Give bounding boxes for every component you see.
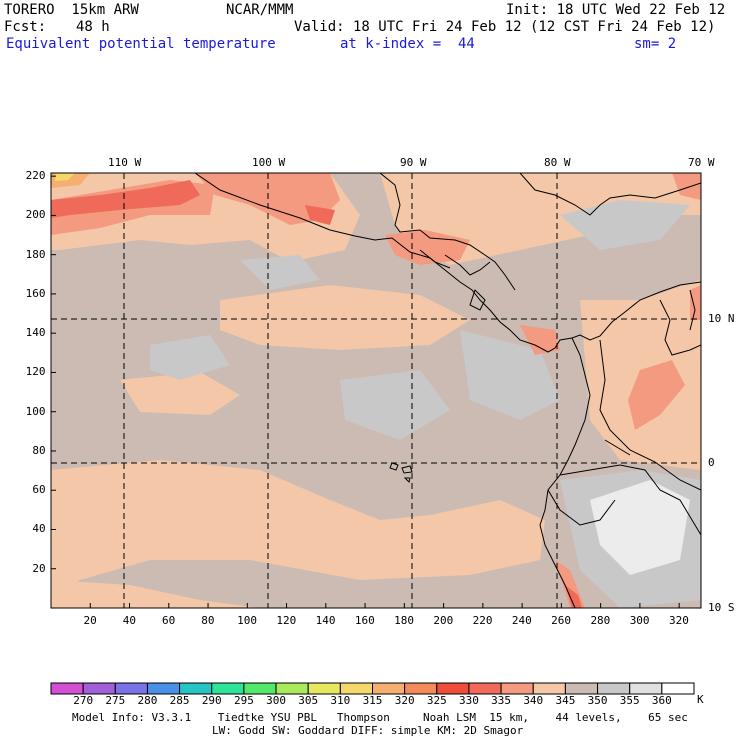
lon-label-100w: 100 W [252,156,286,169]
legend-label: 300 [266,694,286,707]
legend-label: 330 [459,694,479,707]
legend-swatch [82,682,116,695]
y-tick-label: 40 [32,522,46,536]
legend-label: 295 [233,694,254,707]
latlon-grid [51,173,701,608]
x-tick-label: 160 [354,614,375,627]
legend-label: 290 [201,694,222,707]
legend-swatch [307,682,341,695]
legend-label: 270 [73,694,94,707]
y-tick-label: 140 [25,326,46,340]
lon-label-70w: 70 W [688,156,715,169]
legend-swatch [179,682,213,695]
y-tick-label: 220 [25,169,46,183]
model-name: TORERO 15km ARW [4,2,139,18]
plot-frame [50,172,702,609]
y-tick-marks [51,175,56,570]
coastline-lines [194,173,701,608]
theta-e-field [51,173,701,608]
legend-swatch [243,682,277,695]
legend-label: 350 [587,694,608,707]
init-time: Init: 18 UTC Wed 22 Feb 12 [506,2,726,18]
legend-swatch [468,682,502,695]
physics-info: LW: Godd SW: Goddard DIFF: simple KM: 2D… [212,724,524,737]
legend-unit: K [697,693,704,706]
legend-label: 280 [137,694,158,707]
legend-label: 345 [555,694,576,707]
x-tick-label: 120 [276,614,297,627]
y-tick-label: 120 [25,365,46,379]
y-tick-label: 20 [32,561,46,575]
legend-swatch [211,682,245,695]
x-tick-label: 60 [161,614,176,627]
level-info: at k-index = 44 [340,36,475,52]
x-tick-label: 200 [433,614,454,627]
y-tick-label: 200 [25,208,46,222]
y-tick-label: 180 [25,247,46,261]
x-tick-marks [89,603,680,608]
forecast-hour: 48 h [76,19,110,35]
y-tick-label: 160 [25,286,46,300]
x-tick-label: 320 [668,614,689,627]
legend-label: 315 [362,694,383,707]
legend-swatch [50,682,84,695]
x-tick-label: 180 [394,614,414,627]
x-tick-label: 40 [122,614,136,627]
y-tick-label: 80 [32,443,46,457]
legend-swatch [564,682,599,695]
x-tick-label: 100 [237,614,257,627]
x-tick-label: 20 [83,614,97,627]
legend-label: 340 [523,694,544,707]
legend-label: 325 [426,694,447,707]
legend-label: 275 [105,694,126,707]
x-tick-label: 300 [629,614,650,627]
x-tick-label: 240 [511,614,532,627]
legend-label: 320 [394,694,415,707]
lat-label-10s: 10 S [708,601,735,614]
legend-label: 285 [169,694,190,707]
forecast-label: Fcst: [4,19,47,35]
color-legend-bar [50,682,695,695]
x-tick-label: 260 [551,614,572,627]
lat-label-0: 0 [708,456,715,469]
y-tick-label: 60 [32,483,46,497]
legend-swatch [629,682,663,695]
legend-label: 310 [330,694,351,707]
field-name: Equivalent potential temperature [6,36,276,52]
legend-swatch [114,682,148,695]
legend-swatch [339,682,374,695]
lon-label-90w: 90 W [400,156,427,169]
legend-swatch [275,682,309,695]
legend-swatch [500,682,534,695]
legend-swatch [436,682,470,695]
x-tick-label: 220 [472,614,493,627]
x-tick-label: 140 [315,614,336,627]
legend-label: 335 [491,694,512,707]
legend-label: 355 [619,694,640,707]
legend-swatch [372,682,406,695]
x-tick-label: 80 [201,614,215,627]
lon-label-80w: 80 W [544,156,571,169]
lon-label-110w: 110 W [108,156,142,169]
legend-swatch [532,682,566,695]
legend-label: 360 [651,694,672,707]
legend-swatch [597,682,631,695]
smoothing-info: sm= 2 [634,36,677,52]
lat-label-10n: 10 N [708,312,735,325]
legend-label: 305 [298,694,319,707]
legend-swatch [146,682,181,695]
legend-swatch [404,682,438,695]
x-tick-label: 280 [590,614,611,627]
y-tick-label: 100 [25,404,46,418]
organization: NCAR/MMM [226,2,294,18]
model-info: Model Info: V3.3.1 Tiedtke YSU PBL Thomp… [72,711,688,724]
legend-swatch [661,682,695,695]
valid-time: Valid: 18 UTC Fri 24 Feb 12 (12 CST Fri … [294,19,716,35]
